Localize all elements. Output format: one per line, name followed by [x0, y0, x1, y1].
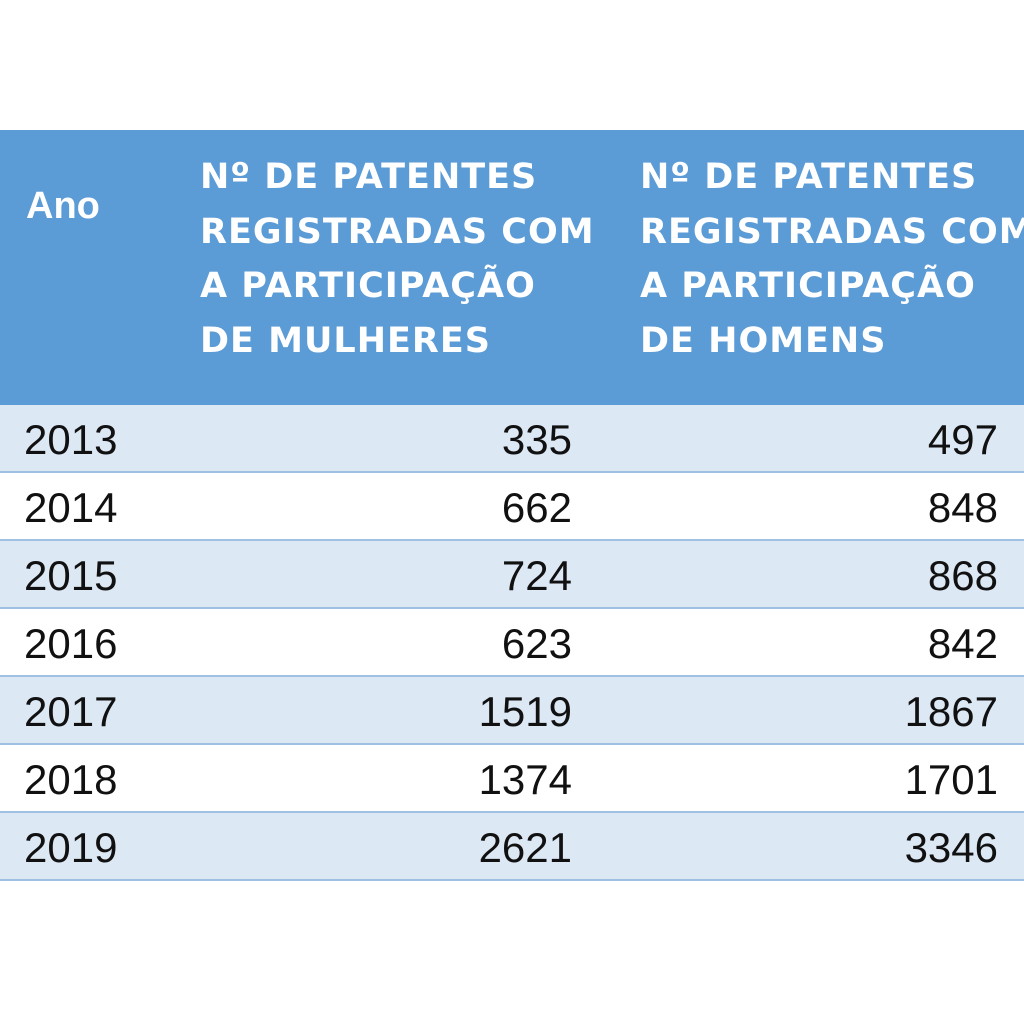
table-cell: 868 — [927, 552, 998, 599]
table-cell: 2015 — [24, 552, 118, 599]
header-line: DE HOMENS — [640, 320, 887, 361]
header-line: A PARTICIPAÇÃO — [200, 266, 536, 306]
header-cell: Nº DE PATENTES REGISTRADAS COM A PARTICIPA… — [200, 150, 595, 368]
table-cell: 3346 — [904, 824, 998, 871]
table-cell: 1701 — [904, 756, 998, 803]
table-cell: 1374 — [478, 756, 572, 803]
table-cell: 2016 — [24, 620, 118, 667]
table-cell: 848 — [927, 484, 998, 531]
table-cell: 2018 — [24, 756, 118, 803]
table-header — [0, 130, 1024, 405]
table-cell: 1519 — [478, 688, 572, 735]
table-cell: 2019 — [24, 824, 118, 871]
header-line: Nº DE PATENTES — [640, 157, 978, 197]
header-cell: Nº DE PATENTES REGISTRADAS COM A PARTICIPA… — [640, 150, 1024, 368]
table-cell: 662 — [501, 484, 572, 531]
table-row: 2019 2621 3346 — [0, 813, 1024, 881]
header-line: DE MULHERES — [200, 320, 491, 361]
table-row: 2018 1374 1701 — [0, 745, 1024, 813]
table-row: 2016 623 842 — [0, 609, 1024, 677]
table-cell: 2621 — [478, 824, 572, 871]
table-cell: 2013 — [24, 416, 118, 463]
table-cell: 724 — [501, 552, 572, 599]
table-row: 2017 1519 1867 — [0, 677, 1024, 745]
table-row: 2014 662 848 — [0, 473, 1024, 541]
table-cell: 1867 — [904, 688, 998, 735]
table-row: 2013 335 497 — [0, 405, 1024, 473]
header-line: A PARTICIPAÇÃO — [640, 266, 976, 306]
table-cell: 842 — [927, 620, 998, 667]
header-line: Nº DE PATENTES — [200, 157, 538, 197]
table-cell: 2017 — [24, 688, 118, 735]
header-cell: Ano — [26, 185, 100, 227]
table-cell: 497 — [927, 416, 998, 463]
table-row: 2015 724 868 — [0, 541, 1024, 609]
table-cell: 335 — [501, 416, 572, 463]
table-cell: 623 — [501, 620, 572, 667]
table-cell: 2014 — [24, 484, 118, 531]
header-line: REGISTRADAS COM — [640, 211, 1024, 252]
header-line: REGISTRADAS COM — [200, 211, 595, 252]
